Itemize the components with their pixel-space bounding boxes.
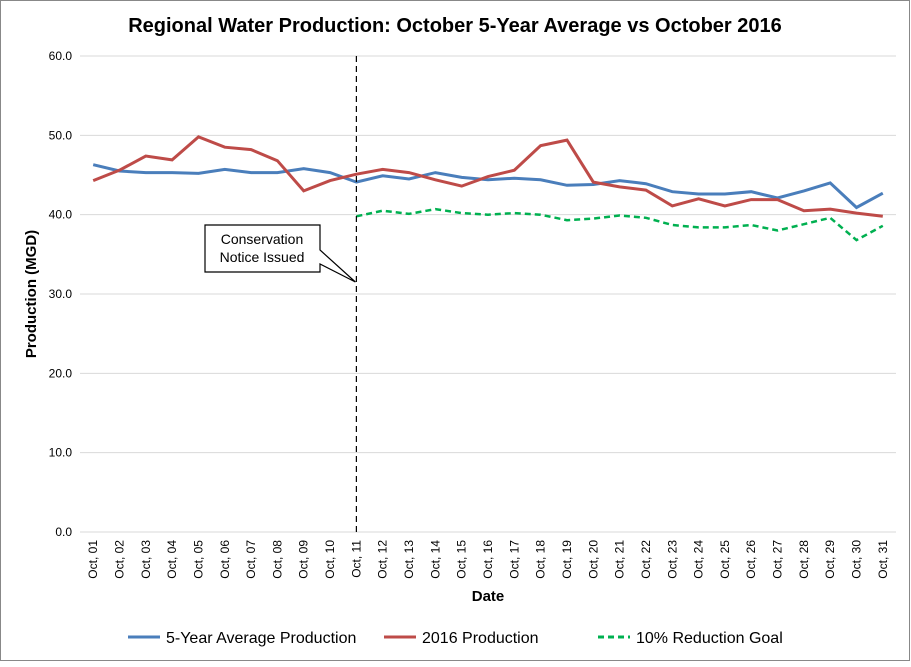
x-tick-label: Oct, 11 (349, 540, 363, 578)
x-tick-label: Oct, 09 (297, 540, 311, 579)
series-line (92, 135, 883, 218)
y-tick-label: 40.0 (49, 208, 73, 222)
annotation-text: Conservation (221, 231, 304, 247)
x-tick-label: Oct, 28 (797, 540, 811, 579)
x-tick-label: Oct, 21 (613, 540, 627, 579)
x-tick-label: Oct, 30 (850, 540, 864, 579)
x-tick-label: Oct, 05 (191, 540, 205, 579)
x-tick-label: Oct, 19 (560, 540, 574, 579)
x-tick-label: Oct, 01 (86, 540, 100, 579)
x-tick-label: Oct, 17 (507, 540, 521, 579)
legend-label: 2016 Production (422, 630, 539, 647)
x-tick-label: Oct, 14 (428, 540, 442, 579)
series-line (356, 207, 884, 242)
x-tick-label: Oct, 02 (112, 540, 126, 579)
x-tick-label: Oct, 23 (665, 540, 679, 579)
x-tick-label: Oct, 18 (534, 540, 548, 579)
x-tick-label: Oct, 08 (270, 540, 284, 579)
x-tick-label: Oct, 31 (876, 540, 890, 579)
x-tick-label: Oct, 07 (244, 540, 258, 579)
legend-label: 5-Year Average Production (166, 630, 356, 647)
y-tick-label: 10.0 (49, 446, 73, 460)
x-tick-label: Oct, 29 (823, 540, 837, 579)
y-tick-label: 60.0 (49, 49, 73, 63)
x-tick-label: Oct, 04 (165, 540, 179, 579)
x-tick-label: Oct, 15 (455, 540, 469, 579)
x-tick-label: Oct, 25 (718, 540, 732, 579)
y-axis-label: Production (MGD) (23, 230, 40, 358)
x-tick-label: Oct, 06 (218, 540, 232, 579)
annotation-text: Notice Issued (220, 249, 305, 265)
x-tick-label: Oct, 20 (586, 540, 600, 579)
x-tick-label: Oct, 22 (639, 540, 653, 579)
y-tick-label: 0.0 (55, 525, 72, 539)
annotation-callout (204, 224, 356, 283)
x-tick-label: Oct, 03 (139, 540, 153, 579)
x-axis-label: Date (472, 588, 505, 605)
x-tick-label: Oct, 24 (692, 540, 706, 579)
y-tick-label: 20.0 (49, 366, 73, 380)
y-tick-label: 30.0 (49, 287, 73, 301)
x-tick-label: Oct, 10 (323, 540, 337, 579)
x-tick-label: Oct, 12 (376, 540, 390, 579)
x-tick-label: Oct, 27 (771, 540, 785, 579)
chart-title: Regional Water Production: October 5-Yea… (128, 15, 782, 37)
y-tick-label: 50.0 (49, 128, 73, 142)
x-tick-label: Oct, 26 (744, 540, 758, 579)
series-line (92, 163, 884, 210)
x-tick-label: Oct, 13 (402, 540, 416, 579)
x-tick-label: Oct, 16 (481, 540, 495, 579)
legend-label: 10% Reduction Goal (636, 630, 783, 647)
